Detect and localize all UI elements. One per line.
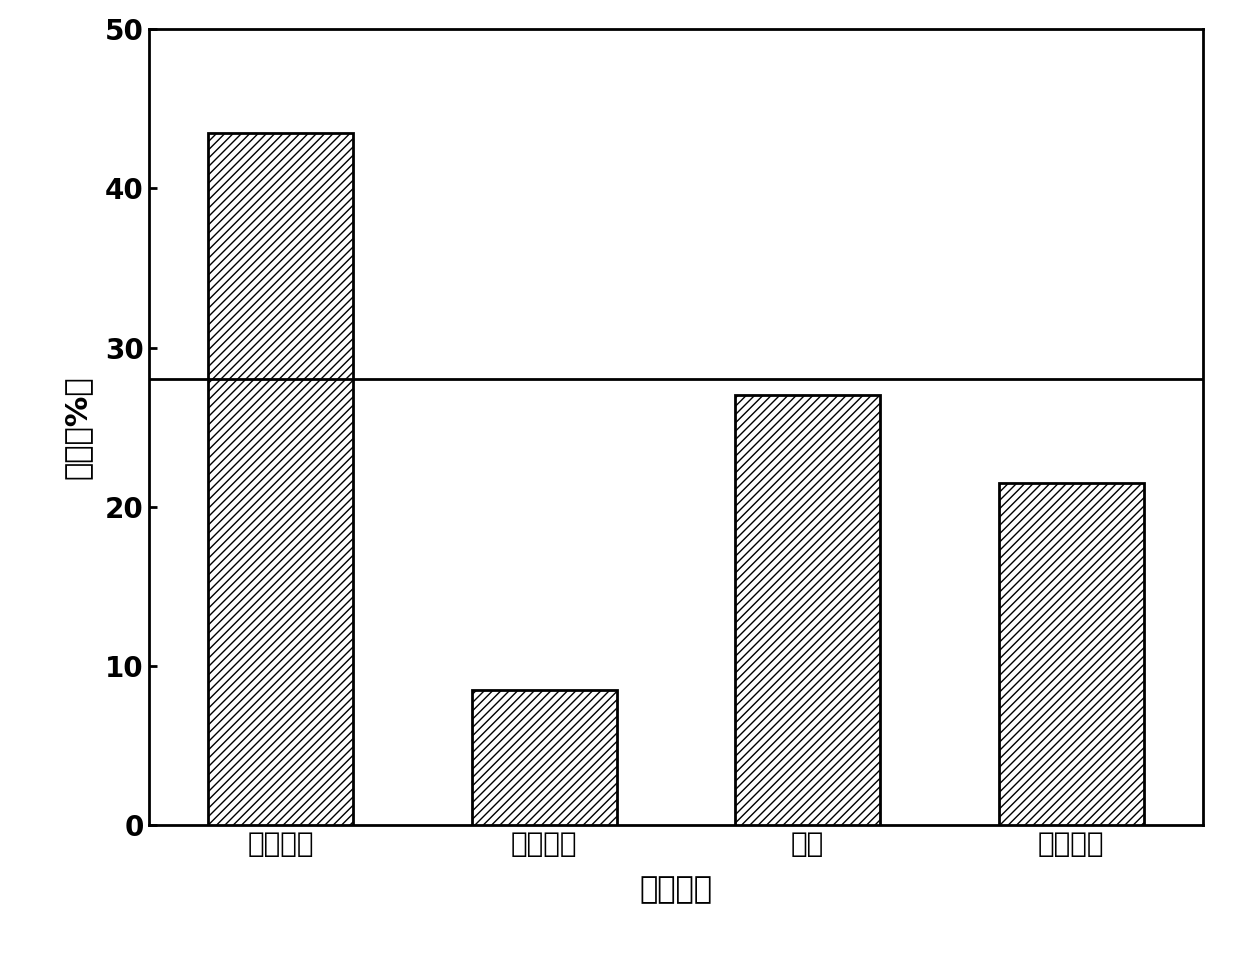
Bar	[998, 483, 1143, 825]
Y-axis label: 丰度（%）: 丰度（%）	[62, 376, 92, 479]
X-axis label: 菌剂组成: 菌剂组成	[640, 875, 712, 904]
Bar	[208, 133, 353, 825]
Bar	[471, 690, 616, 825]
Bar	[735, 395, 880, 825]
